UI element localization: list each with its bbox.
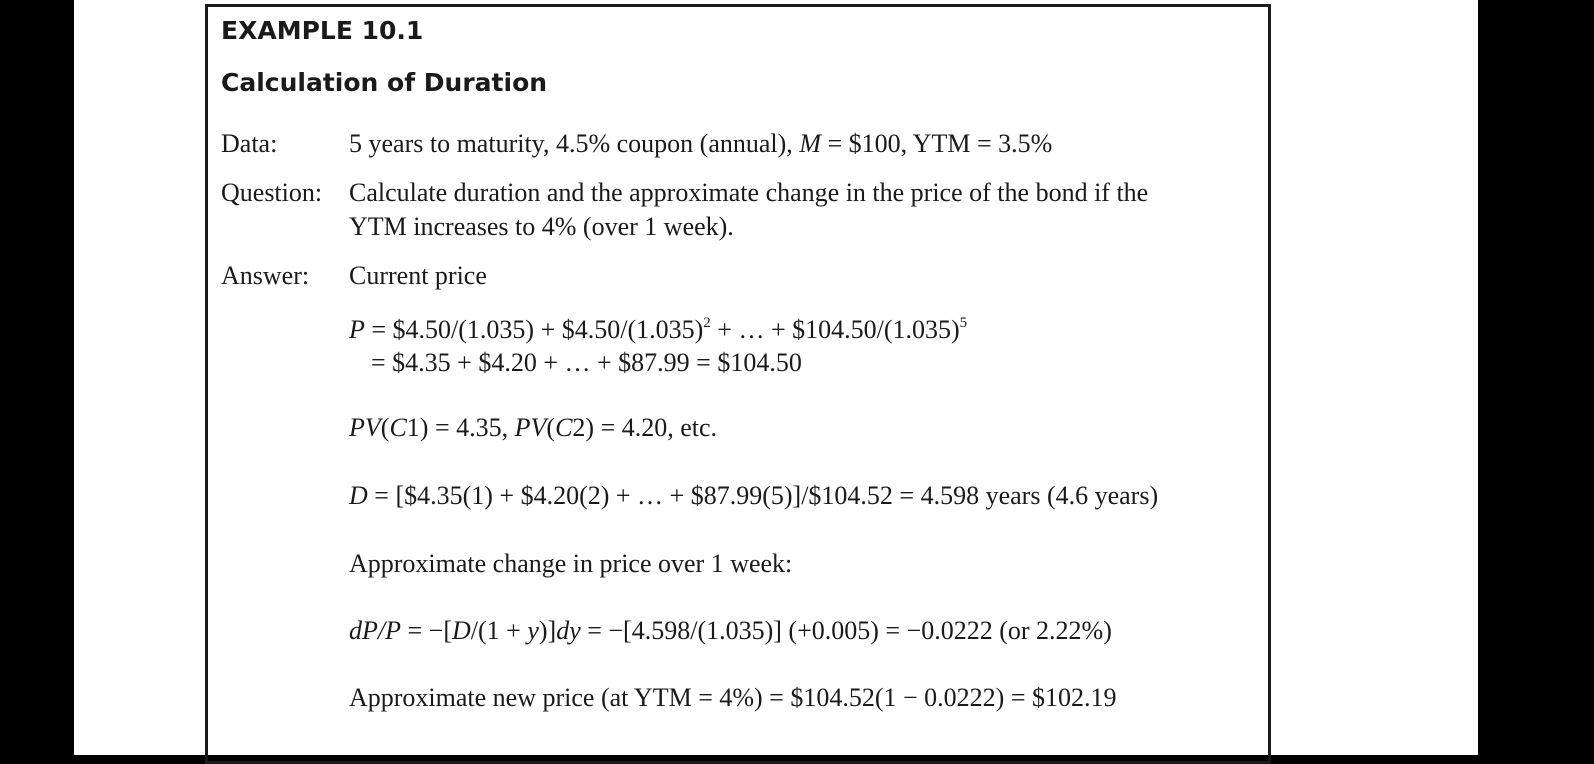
price-exponent-1: 2: [703, 315, 711, 331]
pv-end: = 4.20, etc.: [594, 413, 718, 442]
pv1-arg: (C1): [380, 413, 429, 442]
price-equation-line-1: P = $4.50/(1.035) + $4.50/(1.035)2 + … +…: [349, 313, 967, 347]
duration-eq: = [$4.35(1) + $4.20(2) + … + $87.99(5)]/…: [367, 481, 1159, 510]
question-line-2: YTM increases to 4% (over 1 week).: [349, 212, 734, 241]
pv2-var: PV: [514, 413, 547, 442]
price-var: P: [349, 315, 365, 344]
example-number: EXAMPLE 10.1: [221, 16, 424, 45]
price-eq-part1: = $4.50/(1.035) + $4.50/(1.035): [364, 315, 704, 344]
data-text: 5 years to maturity, 4.5% coupon (annual…: [349, 127, 1052, 161]
question-label: Question:: [221, 178, 323, 207]
var-m: M: [799, 129, 821, 158]
data-text-pre: 5 years to maturity, 4.5% coupon (annual…: [349, 129, 800, 158]
pv1-var: PV: [349, 413, 381, 442]
duration-var: D: [349, 481, 368, 510]
dp-eq3: )]: [538, 616, 557, 645]
approx-change-label: Approximate change in price over 1 week:: [349, 549, 793, 578]
data-text-post: = $100, YTM = 3.5%: [820, 129, 1053, 158]
dp-d: D: [451, 616, 471, 645]
dp-eq2: /(1 +: [470, 616, 528, 645]
price-eq-part2: + … + $104.50/(1.035): [710, 315, 960, 344]
page-background: [74, 0, 1478, 755]
dp-dy: dy: [556, 616, 581, 645]
pv-line: PV(C1) = 4.35, PV(C2) = 4.20, etc.: [349, 411, 717, 445]
pv2-arg: (C2): [546, 413, 595, 442]
dp-eq4: = −[4.598/(1.035)] (+0.005) = −0.0222 (o…: [580, 616, 1112, 645]
dp-y: y: [527, 616, 539, 645]
example-box: [205, 4, 1271, 764]
dp-lhs: dP/P: [349, 616, 401, 645]
answer-label: Answer:: [221, 261, 310, 290]
dp-line: dP/P = −[D/(1 + y)]dy = −[4.598/(1.035)]…: [349, 614, 1112, 648]
price-equation-line-2: = $4.35 + $4.20 + … + $87.99 = $104.50: [371, 348, 802, 377]
dp-eq1: = −[: [401, 616, 452, 645]
price-exponent-2: 5: [959, 315, 968, 331]
question-line-1: Calculate duration and the approximate c…: [349, 178, 1149, 207]
data-label: Data:: [221, 129, 278, 158]
pv-mid: = 4.35,: [428, 413, 515, 442]
example-title: Calculation of Duration: [221, 68, 548, 97]
current-price-label: Current price: [349, 261, 487, 290]
duration-line: D = [$4.35(1) + $4.20(2) + … + $87.99(5)…: [349, 479, 1158, 513]
new-price-line: Approximate new price (at YTM = 4%) = $1…: [349, 683, 1117, 712]
